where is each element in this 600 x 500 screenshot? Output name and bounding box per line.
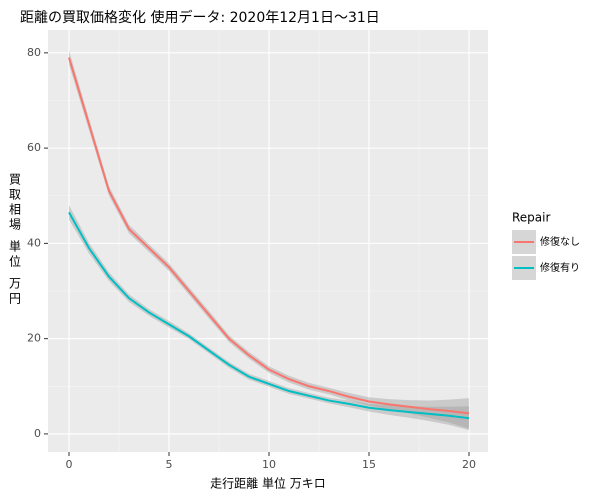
x-tick-label: 10 [262, 458, 276, 471]
plot-panel [48, 30, 488, 452]
y-tick-label: 80 [27, 46, 41, 59]
y-tick-label: 40 [27, 236, 41, 249]
series-line [68, 211, 470, 420]
x-axis-title: 走行距離 単位 万キロ [210, 476, 326, 491]
y-tick-label: 0 [34, 427, 41, 440]
x-tick-label: 15 [362, 458, 376, 471]
x-tick-label: 20 [462, 458, 476, 471]
x-tick-label: 5 [166, 458, 173, 471]
series-line [68, 57, 470, 415]
legend-title: Repair [512, 211, 550, 225]
legend-label: 修復なし [540, 235, 580, 248]
y-tick-label: 60 [27, 141, 41, 154]
y-tick-label: 20 [27, 332, 41, 345]
confidence-band [69, 205, 469, 431]
chart-title: 距離の買取価格変化 使用データ: 2020年12月1日～31日 [20, 9, 380, 26]
x-tick-label: 0 [66, 458, 73, 471]
y-axis-title: 買取相場 単位 万円 [8, 173, 22, 307]
legend-label: 修復有り [540, 261, 580, 274]
